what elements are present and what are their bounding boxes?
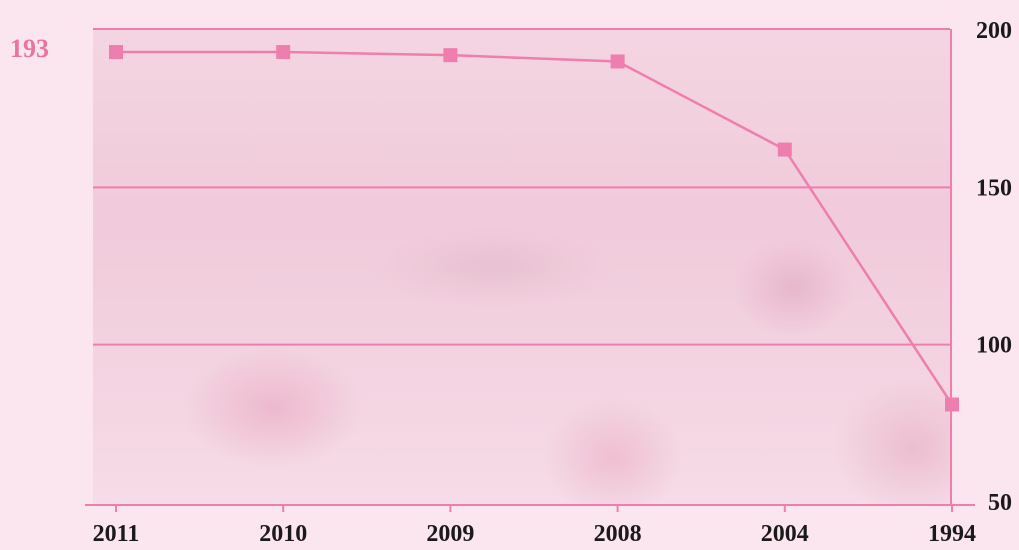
x-tick-label: 2004 xyxy=(761,521,809,547)
y-tick-label: 200 xyxy=(976,18,1012,44)
data-point xyxy=(276,45,291,60)
x-tick-label: 1994 xyxy=(928,521,976,547)
highlight-value-label: 193 xyxy=(10,34,49,63)
x-tick-label: 2010 xyxy=(259,521,307,547)
background-photo xyxy=(93,28,950,504)
y-tick-label: 50 xyxy=(988,490,1012,516)
x-tick-label: 2011 xyxy=(93,521,140,547)
data-point xyxy=(610,54,625,69)
data-point xyxy=(109,45,123,60)
x-tick-label: 2008 xyxy=(594,521,642,547)
x-tick-label: 2009 xyxy=(426,521,474,547)
series-line xyxy=(116,50,954,406)
data-point xyxy=(443,48,458,63)
data-point xyxy=(777,142,792,157)
data-point xyxy=(945,397,959,412)
y-tick-label: 100 xyxy=(976,333,1012,359)
y-tick-label: 150 xyxy=(976,175,1012,201)
